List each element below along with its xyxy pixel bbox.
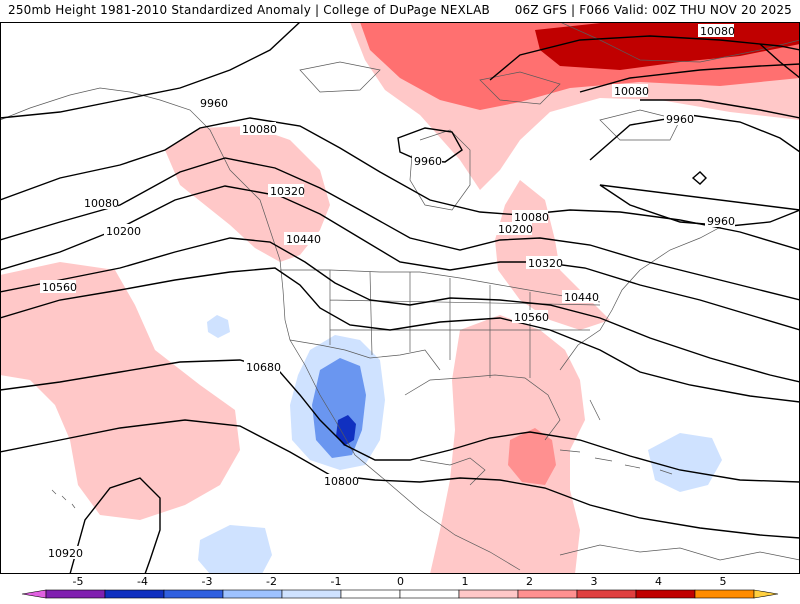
contour-label: 9960 [414, 155, 442, 168]
contour-10200 [0, 157, 800, 301]
contour-10320 [0, 185, 800, 331]
contour-label: 10680 [246, 361, 281, 374]
colorbar-swatch [163, 589, 224, 599]
pacific-negative-anomaly [198, 525, 272, 574]
contour-label: 10440 [286, 233, 321, 246]
negative-anomaly-shading [198, 315, 722, 574]
contour-label: 10320 [270, 185, 305, 198]
colorbar-tick-label: 3 [591, 575, 598, 588]
contour-label: 10080 [700, 25, 735, 38]
contour-label: 10560 [514, 311, 549, 324]
colorbar-swatch [222, 589, 283, 599]
colorbar-tick-label: -5 [73, 575, 84, 588]
contour-label: 10080 [84, 197, 119, 210]
colorbar: -5 -4 -3 -2 -1 0 1 2 3 4 5 [0, 574, 800, 600]
contour-label: 10320 [528, 257, 563, 270]
contour-label: 10560 [42, 281, 77, 294]
gulf-positive-anomaly [430, 315, 585, 574]
colorbar-swatch [576, 589, 637, 599]
contour-label: 10080 [514, 211, 549, 224]
geographic-boundaries [0, 22, 800, 571]
colorbar-min-arrow [21, 589, 47, 599]
east-positive-anomaly [495, 180, 610, 330]
contour-10440 [0, 237, 800, 383]
west-canada-positive-anomaly [165, 126, 330, 262]
contour-10080-north [0, 117, 800, 251]
colorbar-swatch [45, 589, 106, 599]
pacific-positive-anomaly [0, 262, 240, 520]
colorbar-swatch [517, 589, 578, 599]
contour-label: 10200 [498, 223, 533, 236]
colorbar-tick-label: 1 [462, 575, 469, 588]
contour-label: 10080 [614, 85, 649, 98]
yucatan-coast [419, 457, 486, 486]
contour-label: 10440 [564, 291, 599, 304]
colorbar-swatches [21, 589, 779, 599]
colorbar-swatch [340, 589, 401, 599]
west-coast [279, 259, 521, 571]
contour-10080-arctic [489, 35, 800, 81]
colorbar-tick-label: 2 [526, 575, 533, 588]
colorbar-max-arrow [753, 589, 779, 599]
colorbar-swatch [399, 589, 460, 599]
colorbar-swatch [635, 589, 696, 599]
colorbar-tick-label: 5 [720, 575, 727, 588]
atlantic-negative-anomaly [648, 433, 722, 492]
us-mexico-border [289, 339, 441, 371]
colorbar-tick-label: -1 [331, 575, 342, 588]
contour-10920 [69, 477, 161, 574]
colorbar-tick-label: 0 [397, 575, 404, 588]
colorbar-tick-label: -2 [266, 575, 277, 588]
contour-9960-hudson [397, 127, 463, 163]
east-coast [559, 221, 731, 371]
colorbar-swatch [694, 589, 755, 599]
south-america-coast [559, 544, 800, 561]
caribbean-islands [559, 399, 673, 475]
contour-10680 [0, 359, 800, 483]
model-run-info: 06Z GFS | F066 Valid: 00Z THU NOV 20 202… [514, 3, 792, 17]
contour-10800 [0, 419, 800, 539]
contour-label: 10080 [242, 123, 277, 136]
greenland-coast [559, 22, 800, 63]
contour-label: 10200 [106, 225, 141, 238]
colorbar-swatch [458, 589, 519, 599]
contour-9960-labrador [589, 114, 800, 227]
colorbar-swatch [104, 589, 165, 599]
gulf-coast [404, 374, 561, 441]
small-negative-anomaly [207, 315, 230, 338]
contour-10560 [0, 267, 800, 403]
mexico-strong-anomaly [336, 415, 356, 446]
contour-10080-greenland [579, 63, 800, 93]
height-contours [0, 22, 800, 574]
contour-label: 9960 [200, 97, 228, 110]
contour-labels: 9960 9960 10080 10080 10080 10080 10080 … [40, 24, 735, 560]
contour-10080-east [640, 99, 800, 119]
colorbar-ticks: -5 -4 -3 -2 -1 0 1 2 3 4 5 [73, 575, 727, 588]
contour-label: 10800 [324, 475, 359, 488]
map-title: 250mb Height 1981-2010 Standardized Anom… [8, 3, 490, 17]
us-state-lines [329, 270, 601, 378]
colorbar-tick-label: -4 [137, 575, 148, 588]
colorbar-tick-label: -3 [202, 575, 213, 588]
caribbean-strong-anomaly [508, 428, 556, 485]
contour-label: 10920 [48, 547, 83, 560]
contour-small-ring [691, 171, 707, 185]
hawaii-islands [51, 489, 76, 509]
contour-9960-west [0, 22, 301, 119]
colorbar-swatch [281, 589, 342, 599]
colorbar-tick-label: 4 [655, 575, 662, 588]
contour-label: 9960 [666, 113, 694, 126]
contour-9960-northeast [759, 43, 800, 79]
contour-label: 9960 [707, 215, 735, 228]
alaska-coastline [0, 87, 281, 261]
anomaly-map: 9960 9960 10080 10080 10080 10080 10080 … [0, 22, 800, 574]
